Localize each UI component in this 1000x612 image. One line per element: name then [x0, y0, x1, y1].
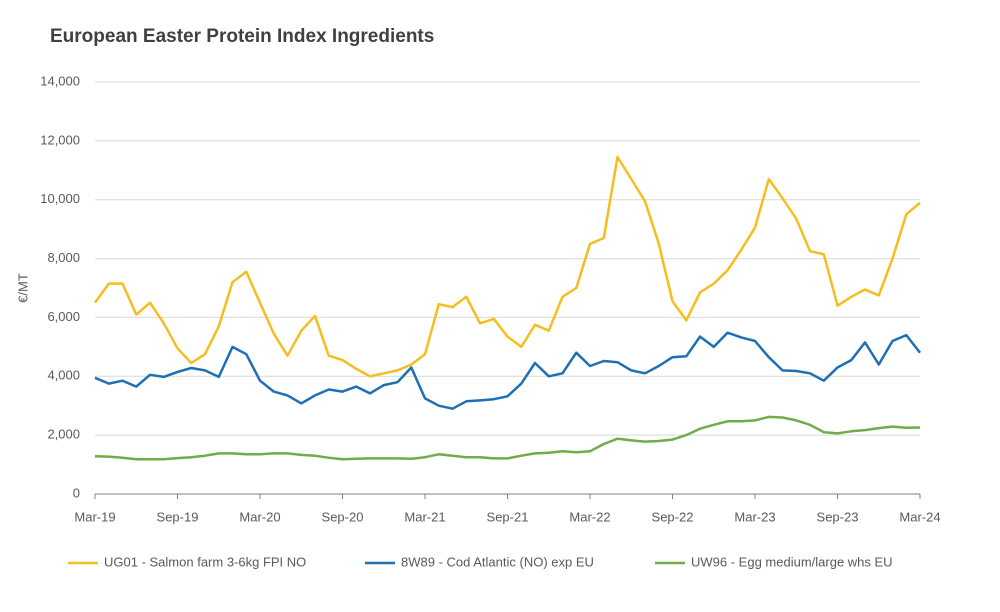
chart-title: European Easter Protein Index Ingredient…	[50, 26, 434, 47]
x-tick-label: Sep-22	[652, 509, 694, 524]
series-line	[93, 155, 921, 378]
y-tick-label: 12,000	[40, 132, 80, 147]
y-tick-label: 2,000	[47, 427, 80, 442]
y-axis-label: €/MT	[15, 273, 30, 303]
x-tick-label: Sep-21	[487, 509, 529, 524]
x-tick-label: Mar-23	[734, 509, 775, 524]
y-tick-label: 6,000	[47, 309, 80, 324]
x-tick-label: Mar-21	[404, 509, 445, 524]
legend-label: UG01 - Salmon farm 3-6kg FPI NO	[104, 554, 306, 569]
y-tick-label: 14,000	[40, 73, 80, 88]
x-tick-label: Mar-24	[899, 509, 940, 524]
x-tick-label: Sep-19	[157, 509, 199, 524]
x-tick-label: Mar-19	[74, 509, 115, 524]
y-tick-label: 10,000	[40, 191, 80, 206]
x-tick-label: Sep-23	[817, 509, 859, 524]
series-line	[94, 415, 921, 461]
x-tick-label: Mar-20	[239, 509, 280, 524]
y-tick-label: 4,000	[47, 368, 80, 383]
series-line	[94, 331, 921, 410]
legend-label: 8W89 - Cod Atlantic (NO) exp EU	[401, 554, 594, 569]
x-tick-label: Mar-22	[569, 509, 610, 524]
y-tick-label: 8,000	[47, 250, 80, 265]
legend-label: UW96 - Egg medium/large whs EU	[691, 554, 893, 569]
y-tick-label: 0	[73, 485, 80, 500]
x-tick-label: Sep-20	[322, 509, 364, 524]
